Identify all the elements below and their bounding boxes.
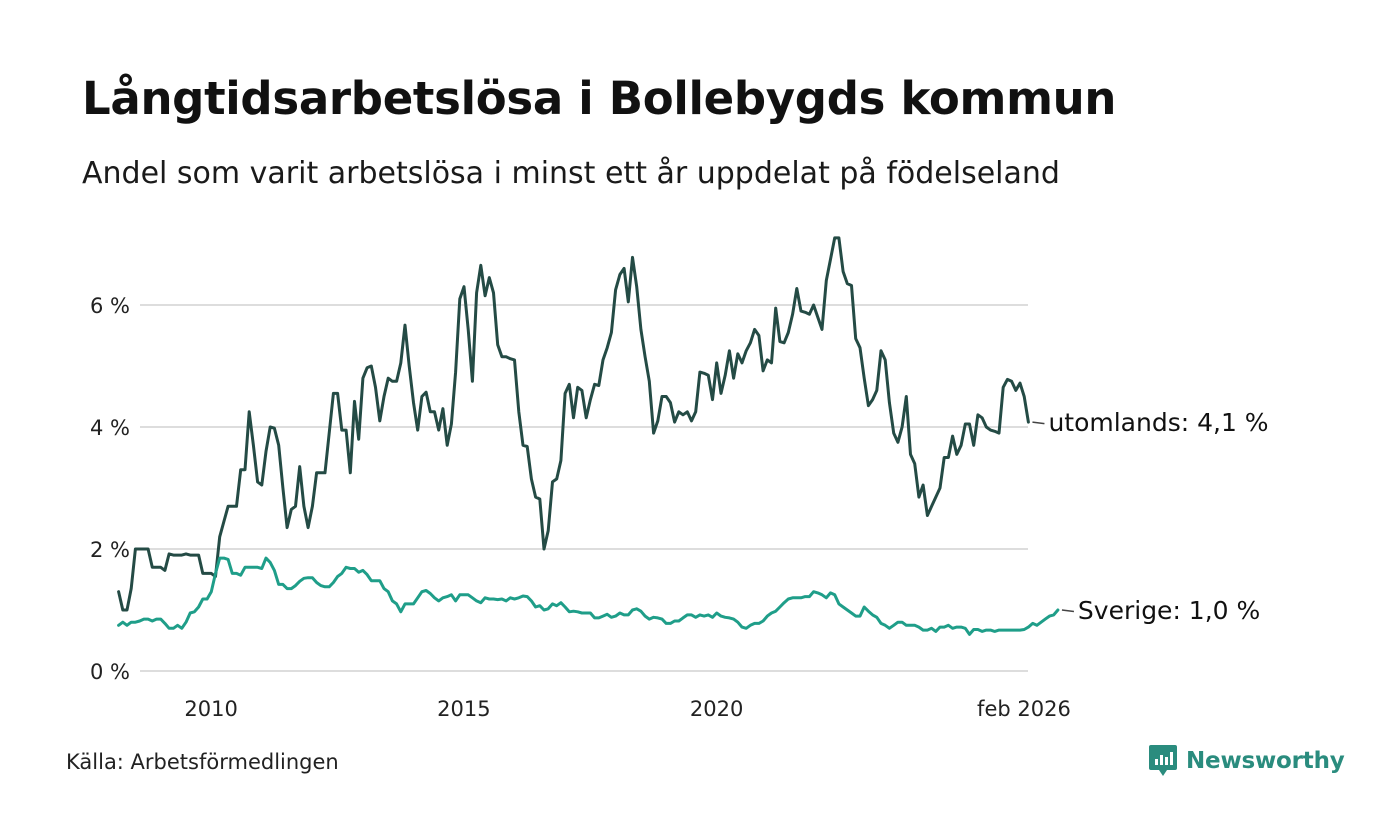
x-tick-label: 2010 <box>184 697 237 721</box>
x-tick-label: 2020 <box>690 697 743 721</box>
brand-logo[interactable]: Newsworthy <box>1148 744 1345 778</box>
end-label-leader <box>1032 421 1045 425</box>
newsworthy-logo-icon <box>1149 745 1177 776</box>
chart-title: Långtidsarbetslösa i Bollebygds kommun <box>82 72 1117 125</box>
end-label-sverige: Sverige: 1,0 % <box>1078 596 1260 625</box>
y-tick-label: 4 % <box>90 416 130 440</box>
source-note: Källa: Arbetsförmedlingen <box>66 750 339 774</box>
y-tick-label: 2 % <box>90 538 130 562</box>
brand-name: Newsworthy <box>1186 748 1345 774</box>
y-tick-label: 0 % <box>90 660 130 684</box>
y-tick-label: 6 % <box>90 294 130 318</box>
end-label-utomlands: utomlands: 4,1 % <box>1048 408 1268 437</box>
end-label-leader <box>1061 609 1075 613</box>
x-tick-label: 2015 <box>437 697 490 721</box>
chart-subtitle: Andel som varit arbetslösa i minst ett å… <box>82 156 1060 191</box>
x-tick-label: feb 2026 <box>977 697 1071 721</box>
series-line-utomlands <box>117 236 1030 612</box>
series-line-sverige <box>117 556 1060 636</box>
